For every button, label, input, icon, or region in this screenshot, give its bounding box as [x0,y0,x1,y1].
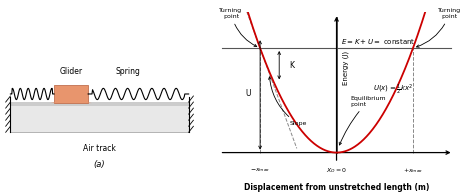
Text: $U(x) = \frac{1}{2}kx^2$: $U(x) = \frac{1}{2}kx^2$ [373,83,414,97]
Text: Energy (J): Energy (J) [343,51,349,85]
Text: $-x_{max}$: $-x_{max}$ [250,166,270,174]
Text: $E = K + U =$ constant: $E = K + U =$ constant [341,37,416,46]
Text: (a): (a) [94,160,105,169]
FancyBboxPatch shape [10,103,189,106]
Text: $X_O = 0$: $X_O = 0$ [326,166,347,175]
FancyBboxPatch shape [10,102,189,132]
Text: $+x_{max}$: $+x_{max}$ [403,166,423,175]
Text: Displacement from unstretched length (m): Displacement from unstretched length (m) [244,183,429,192]
Text: K: K [289,61,294,70]
Text: Equilibrium
point: Equilibrium point [339,96,386,145]
Text: U: U [246,89,251,98]
Text: Turning
point: Turning point [417,8,461,47]
Text: Spring: Spring [116,67,140,76]
Text: Turning
point: Turning point [219,8,257,46]
Text: Glider: Glider [60,67,82,76]
Text: Slope: Slope [268,77,307,126]
Text: Air track: Air track [83,144,116,153]
FancyBboxPatch shape [54,85,88,103]
